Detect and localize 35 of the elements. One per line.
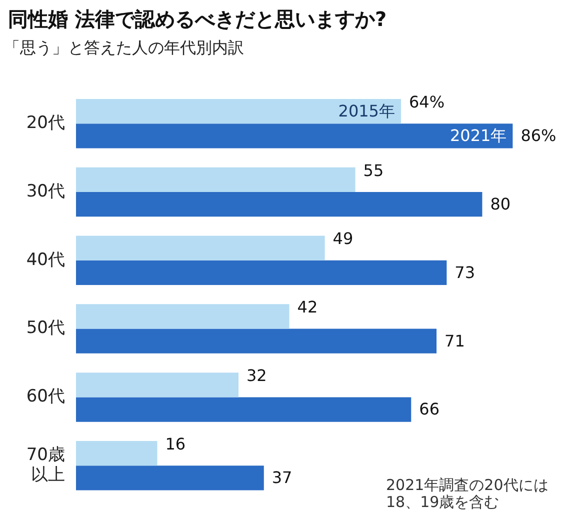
y-tick-label: 30代: [26, 181, 65, 202]
bar: [76, 98, 401, 124]
series-label: 2021年: [450, 126, 507, 146]
y-tick-label: 20代: [26, 113, 65, 134]
y-tick-label: 40代: [26, 250, 65, 270]
data-label: 66: [419, 400, 440, 419]
bar: [76, 328, 437, 354]
bar: [76, 466, 264, 490]
y-tick-label: 50代: [26, 318, 65, 338]
data-label: 64%: [408, 92, 445, 112]
bar: [76, 167, 356, 192]
data-label: 71: [444, 331, 465, 350]
bar: [76, 372, 238, 398]
annotation: 2021年調査の20代には18、19歳を含む: [386, 476, 548, 511]
data-label: 49: [332, 229, 354, 248]
chart-title: 同性婚 法律で認めるべきだと思いますか?: [8, 6, 387, 33]
bar: [76, 260, 447, 286]
data-label: 32: [246, 366, 267, 386]
bar: [76, 236, 325, 260]
data-label: 42: [297, 298, 318, 317]
bar: [76, 124, 513, 148]
chart-subtitle: 「思う」と答えた人の年代別内訳: [4, 38, 244, 59]
data-label: 80: [490, 194, 511, 214]
data-label: 55: [363, 160, 384, 180]
bar: [76, 440, 158, 466]
bar: [76, 304, 290, 329]
series-label: 2015年: [338, 101, 395, 120]
data-label: 86%: [520, 126, 556, 146]
y-tick-label: 60代: [26, 386, 65, 407]
data-label: 16: [165, 434, 186, 454]
bar: [76, 192, 482, 217]
data-label: 73: [454, 262, 476, 282]
bar: [76, 397, 412, 422]
y-tick-label: 70歳以上: [26, 444, 65, 486]
data-label: 37: [272, 468, 292, 488]
